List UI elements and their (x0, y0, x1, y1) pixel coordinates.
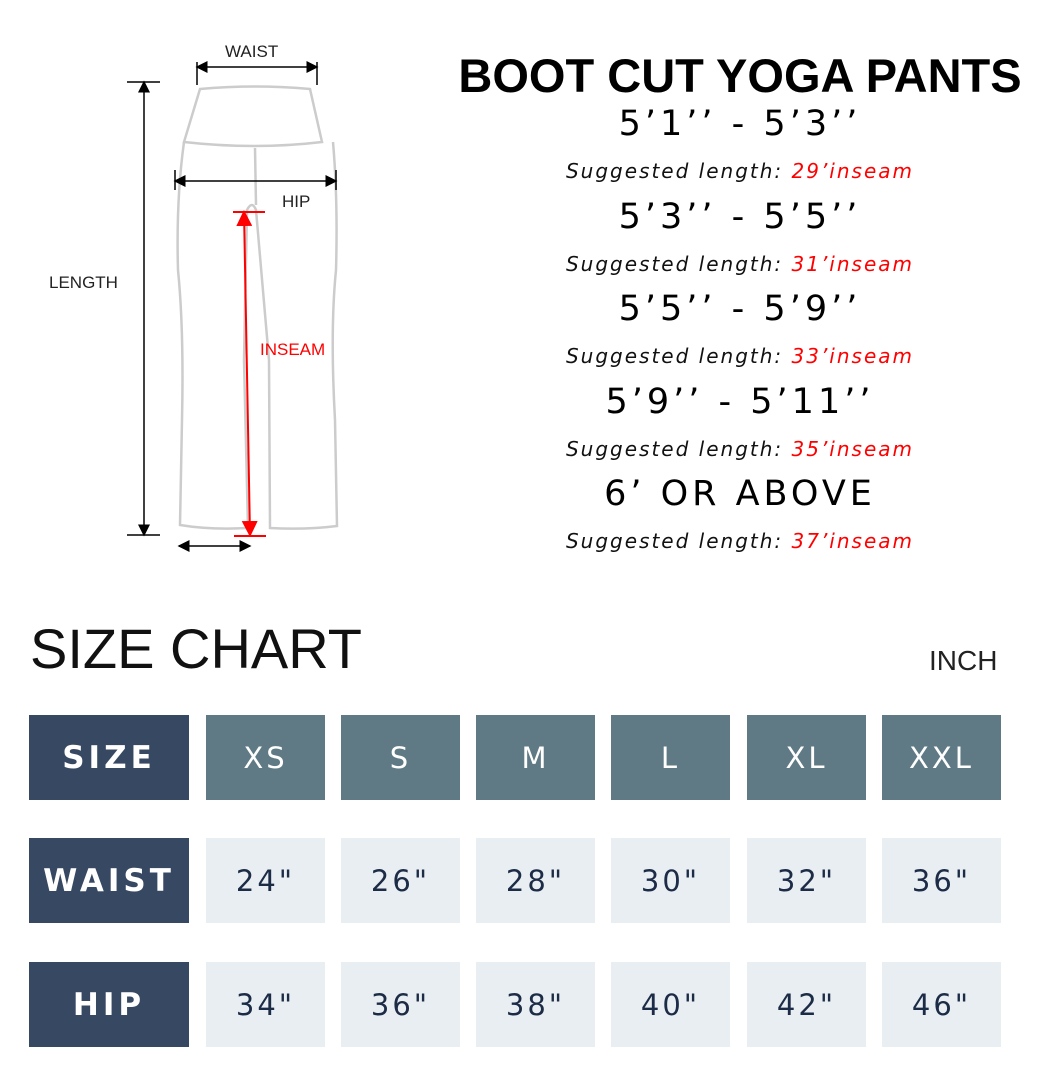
size-chart-title: SIZE CHART (30, 617, 362, 680)
inseam-value: 31’inseam (791, 251, 915, 276)
height-range: 6’ OR ABOVE (604, 474, 876, 514)
suggested-prefix: Suggested length: (565, 251, 792, 276)
row-header-hip: HIP (29, 962, 189, 1047)
inseam-value: 37’inseam (791, 529, 915, 553)
value-cell: 30" (611, 838, 730, 923)
pants-diagram (127, 61, 339, 552)
suggested-length: Suggested length: 35’inseam (440, 437, 1040, 461)
waist-label: WAIST (225, 42, 279, 61)
value-cell: 40" (611, 962, 730, 1047)
inseam-value: 33’inseam (791, 344, 915, 368)
height-range: 5’9’’ - 5’11’’ (605, 381, 875, 422)
suggested-length: Suggested length: 37’inseam (440, 529, 1040, 553)
size-cell: XXL (882, 715, 1001, 800)
value-cell: 46" (882, 962, 1001, 1047)
unit-label: INCH (929, 645, 998, 676)
length-label: LENGTH (49, 273, 118, 292)
height-range: 5’5’’ - 5’9’’ (618, 289, 862, 329)
value-cell: 36" (341, 962, 460, 1047)
size-cell: L (611, 715, 730, 800)
value-cell: 24" (206, 838, 325, 923)
value-cell: 26" (341, 838, 460, 923)
size-cell: M (476, 715, 595, 800)
hip-label: HIP (282, 192, 311, 211)
inseam-label: INSEAM (260, 340, 326, 359)
size-cell: S (341, 715, 460, 800)
size-cell: XS (206, 715, 325, 800)
value-cell: 36" (882, 838, 1001, 923)
value-cell: 28" (476, 838, 595, 923)
row-header-size: SIZE (29, 715, 189, 800)
suggested-prefix: Suggested length: (565, 159, 792, 183)
value-cell: 38" (476, 962, 595, 1047)
suggested-length: Suggested length: 31’inseam (440, 252, 1040, 276)
inseam-value: 29’inseam (791, 159, 915, 183)
suggested-length: Suggested length: 29’inseam (440, 159, 1040, 183)
size-cell: XL (747, 715, 866, 800)
suggested-prefix: Suggested length: (565, 529, 792, 553)
value-cell: 42" (747, 962, 866, 1047)
value-cell: 32" (747, 838, 866, 923)
height-range: 5’3’’ - 5’5’’ (618, 196, 862, 237)
suggested-length: Suggested length: 33’inseam (440, 344, 1040, 368)
inseam-value: 35’inseam (791, 436, 915, 461)
product-title: BOOT CUT YOGA PANTS (458, 49, 1022, 102)
value-cell: 34" (206, 962, 325, 1047)
suggested-prefix: Suggested length: (565, 436, 792, 461)
height-range: 5’1’’ - 5’3’’ (618, 104, 862, 144)
suggested-prefix: Suggested length: (565, 344, 792, 368)
row-header-waist: WAIST (29, 838, 189, 923)
